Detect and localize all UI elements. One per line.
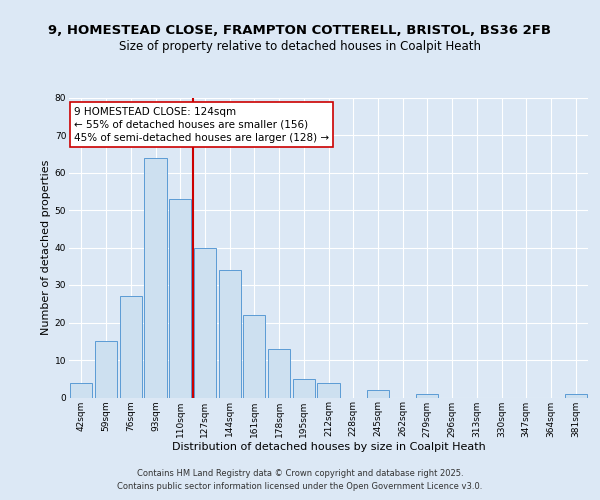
Bar — [218, 270, 241, 398]
Y-axis label: Number of detached properties: Number of detached properties — [41, 160, 50, 335]
Bar — [268, 349, 290, 398]
Bar — [194, 248, 216, 398]
Text: Contains public sector information licensed under the Open Government Licence v3: Contains public sector information licen… — [118, 482, 482, 491]
Bar — [169, 198, 191, 398]
Text: 9 HOMESTEAD CLOSE: 124sqm
← 55% of detached houses are smaller (156)
45% of semi: 9 HOMESTEAD CLOSE: 124sqm ← 55% of detac… — [74, 106, 329, 143]
Bar — [317, 382, 340, 398]
Bar — [119, 296, 142, 398]
Bar — [416, 394, 439, 398]
Bar — [293, 379, 315, 398]
Text: Size of property relative to detached houses in Coalpit Heath: Size of property relative to detached ho… — [119, 40, 481, 53]
Text: Contains HM Land Registry data © Crown copyright and database right 2025.: Contains HM Land Registry data © Crown c… — [137, 470, 463, 478]
X-axis label: Distribution of detached houses by size in Coalpit Heath: Distribution of detached houses by size … — [172, 442, 485, 452]
Bar — [565, 394, 587, 398]
Bar — [367, 390, 389, 398]
Bar — [95, 341, 117, 398]
Bar — [70, 382, 92, 398]
Bar — [243, 315, 265, 398]
Text: 9, HOMESTEAD CLOSE, FRAMPTON COTTERELL, BRISTOL, BS36 2FB: 9, HOMESTEAD CLOSE, FRAMPTON COTTERELL, … — [49, 24, 551, 36]
Bar — [145, 158, 167, 398]
